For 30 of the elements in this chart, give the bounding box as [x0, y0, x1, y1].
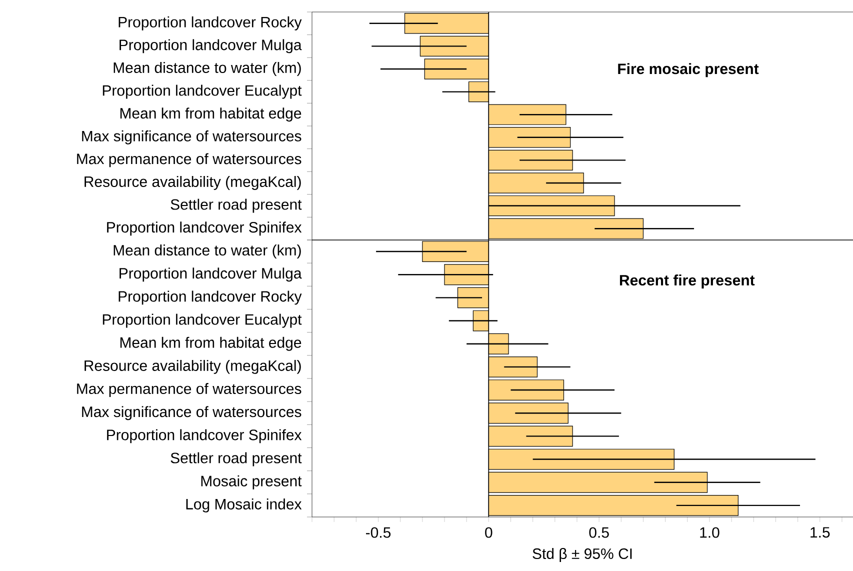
x-tick-label: 1.5 [810, 527, 830, 538]
y-tick-label: Max permanence of watersources [77, 383, 302, 398]
y-tick-label: Resource availability (megaKcal) [84, 360, 301, 374]
y-tick-label: Log Mosaic index [186, 498, 302, 512]
y-tick-label: Settler road present [170, 452, 302, 466]
y-tick-label: Settler road present [170, 198, 302, 213]
y-tick-label: Mean distance to water (km) [114, 244, 301, 259]
y-tick-label: Proportion landcover Mulga [120, 268, 302, 282]
x-tick-label: 0 [485, 527, 492, 538]
y-tick-label: Proportion landcover Mulga [120, 39, 302, 54]
text: Fire mosaic present [618, 63, 759, 78]
y-tick-label: Mean km from habitat edge [120, 108, 302, 122]
y-tick-label: Mean km from habitat edge [120, 336, 302, 351]
y-tick-label: Proportion landcover Spinifex [107, 222, 302, 236]
y-tick-label: Proportion landcover Eucalypt [102, 84, 302, 99]
y-tick-label: Proportion landcover Spinifex [107, 429, 302, 444]
y-tick-label: Mosaic present [201, 475, 302, 490]
y-tick-label: Max significance of watersources [82, 406, 302, 420]
y-tick-label: Proportion landcover Rocky [118, 16, 302, 30]
y-tick-label: Resource availability (megaKcal) [84, 176, 301, 190]
y-tick-label: Mean distance to water (km) [114, 62, 301, 76]
y-tick-label: Proportion landcover Rocky [118, 290, 302, 305]
y-tick-label: Max permanence of watersources [77, 153, 302, 168]
x-tick-label: -0.5 [366, 527, 391, 538]
x-axis-title: Std β ± 95% CI [532, 548, 632, 562]
y-tick-label: Proportion landcover Eucalypt [102, 314, 302, 328]
text: Recent fire present [620, 274, 755, 289]
x-tick-label: 0.5 [589, 527, 609, 538]
y-tick-label: Max significance of watersources [82, 130, 302, 144]
x-tick-label: 1.0 [700, 527, 720, 538]
